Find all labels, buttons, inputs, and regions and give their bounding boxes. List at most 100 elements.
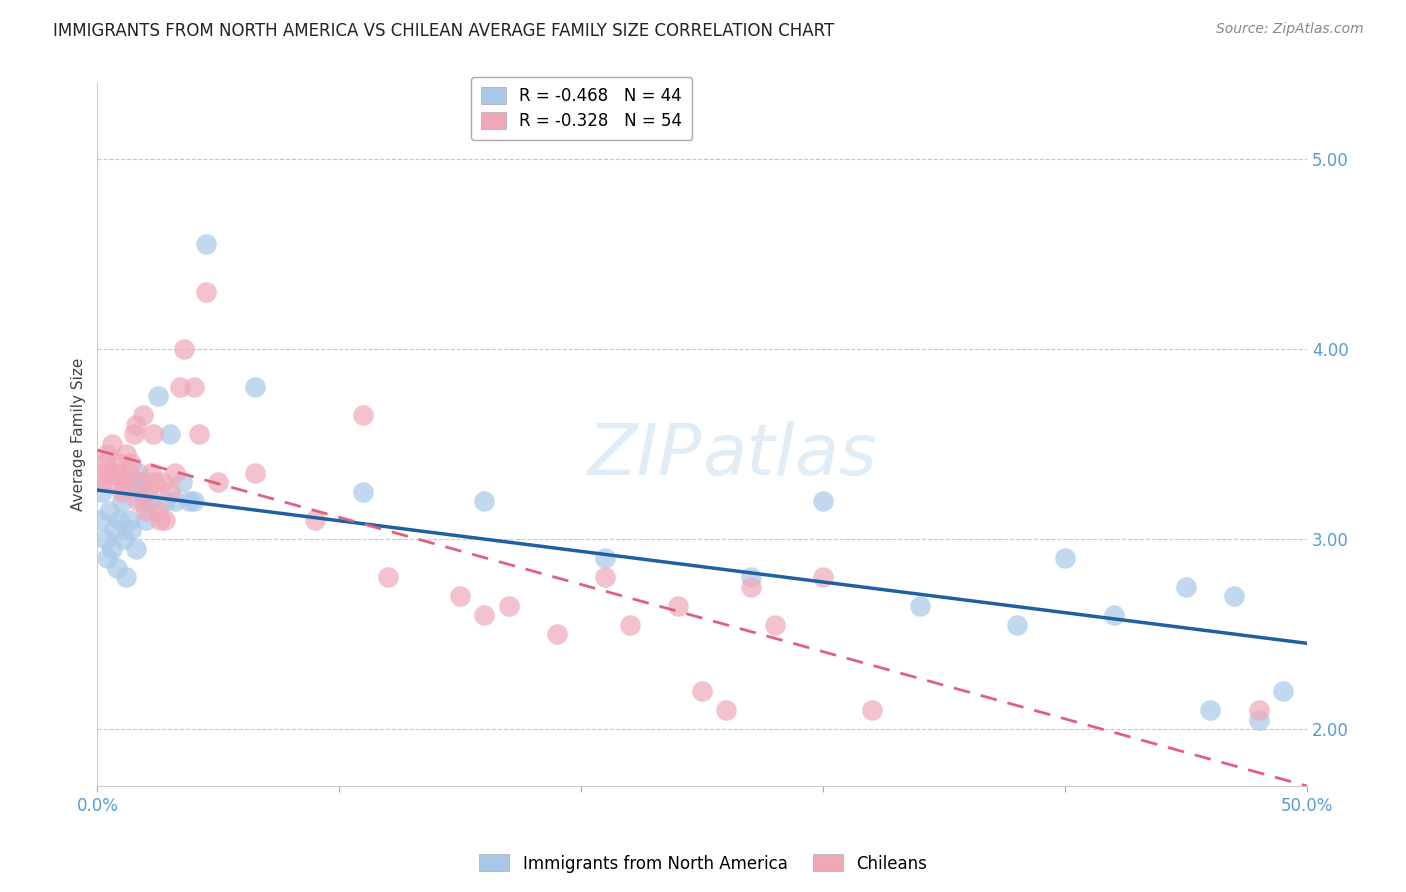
Point bbox=[136, 484, 159, 499]
Point bbox=[115, 446, 138, 460]
Point bbox=[98, 466, 121, 480]
Text: atlas: atlas bbox=[702, 421, 877, 490]
Point bbox=[1247, 713, 1270, 727]
Point bbox=[188, 427, 211, 442]
Point bbox=[101, 437, 124, 451]
Point bbox=[108, 456, 131, 470]
Point bbox=[149, 513, 172, 527]
Point bbox=[1199, 703, 1222, 717]
Point bbox=[105, 560, 128, 574]
Point bbox=[120, 523, 142, 537]
Point bbox=[118, 513, 141, 527]
Point bbox=[110, 494, 132, 508]
Point bbox=[145, 475, 167, 489]
Point bbox=[619, 617, 641, 632]
Point bbox=[474, 608, 496, 623]
Point bbox=[132, 494, 155, 508]
Point bbox=[110, 484, 132, 499]
Point bbox=[1054, 551, 1077, 566]
Point bbox=[1005, 617, 1028, 632]
Point bbox=[170, 475, 193, 489]
Point bbox=[153, 494, 176, 508]
Point bbox=[666, 599, 689, 613]
Point bbox=[159, 427, 181, 442]
Point bbox=[125, 541, 148, 556]
Point bbox=[129, 484, 152, 499]
Point bbox=[449, 589, 471, 603]
Legend: Immigrants from North America, Chileans: Immigrants from North America, Chileans bbox=[472, 847, 934, 880]
Point bbox=[120, 456, 142, 470]
Point bbox=[103, 475, 125, 489]
Legend: R = -0.468   N = 44, R = -0.328   N = 54: R = -0.468 N = 44, R = -0.328 N = 54 bbox=[471, 77, 692, 140]
Point bbox=[122, 475, 145, 489]
Point bbox=[105, 466, 128, 480]
Point bbox=[183, 494, 205, 508]
Point bbox=[195, 285, 218, 299]
Point bbox=[93, 456, 115, 470]
Point bbox=[96, 446, 118, 460]
Point bbox=[716, 703, 738, 717]
Point bbox=[860, 703, 883, 717]
Point bbox=[1102, 608, 1125, 623]
Point bbox=[139, 466, 162, 480]
Point bbox=[91, 484, 114, 499]
Point bbox=[89, 513, 111, 527]
Point bbox=[91, 475, 114, 489]
Point bbox=[353, 484, 375, 499]
Point bbox=[195, 237, 218, 252]
Point bbox=[103, 523, 125, 537]
Point bbox=[146, 389, 169, 403]
Point bbox=[108, 513, 131, 527]
Point bbox=[93, 532, 115, 546]
Point bbox=[243, 466, 266, 480]
Point bbox=[169, 380, 191, 394]
Text: IMMIGRANTS FROM NORTH AMERICA VS CHILEAN AVERAGE FAMILY SIZE CORRELATION CHART: IMMIGRANTS FROM NORTH AMERICA VS CHILEAN… bbox=[53, 22, 835, 40]
Point bbox=[152, 475, 174, 489]
Point bbox=[173, 342, 195, 356]
Point bbox=[163, 466, 186, 480]
Point bbox=[96, 551, 118, 566]
Point bbox=[1247, 703, 1270, 717]
Point bbox=[98, 503, 121, 517]
Point bbox=[89, 466, 111, 480]
Point bbox=[179, 494, 201, 508]
Point bbox=[127, 466, 149, 480]
Point bbox=[740, 580, 762, 594]
Point bbox=[135, 513, 157, 527]
Point bbox=[122, 427, 145, 442]
Point bbox=[811, 570, 834, 584]
Point bbox=[811, 494, 834, 508]
Point bbox=[183, 380, 205, 394]
Point bbox=[115, 570, 138, 584]
Point bbox=[595, 551, 617, 566]
Point bbox=[129, 475, 152, 489]
Point bbox=[118, 466, 141, 480]
Point bbox=[101, 541, 124, 556]
Point bbox=[243, 380, 266, 394]
Point bbox=[908, 599, 931, 613]
Point bbox=[146, 503, 169, 517]
Point bbox=[474, 494, 496, 508]
Point bbox=[207, 475, 229, 489]
Point bbox=[142, 427, 165, 442]
Point bbox=[498, 599, 520, 613]
Point bbox=[139, 494, 162, 508]
Point bbox=[1175, 580, 1198, 594]
Point bbox=[1271, 684, 1294, 698]
Y-axis label: Average Family Size: Average Family Size bbox=[72, 358, 86, 511]
Point bbox=[135, 503, 157, 517]
Point bbox=[1223, 589, 1246, 603]
Point bbox=[127, 494, 149, 508]
Point bbox=[125, 417, 148, 432]
Point bbox=[112, 475, 135, 489]
Point bbox=[763, 617, 786, 632]
Point bbox=[159, 484, 181, 499]
Point bbox=[690, 684, 713, 698]
Point bbox=[132, 409, 155, 423]
Point bbox=[740, 570, 762, 584]
Point bbox=[595, 570, 617, 584]
Text: ZIP: ZIP bbox=[588, 421, 702, 490]
Point bbox=[153, 513, 176, 527]
Point bbox=[377, 570, 399, 584]
Point bbox=[353, 409, 375, 423]
